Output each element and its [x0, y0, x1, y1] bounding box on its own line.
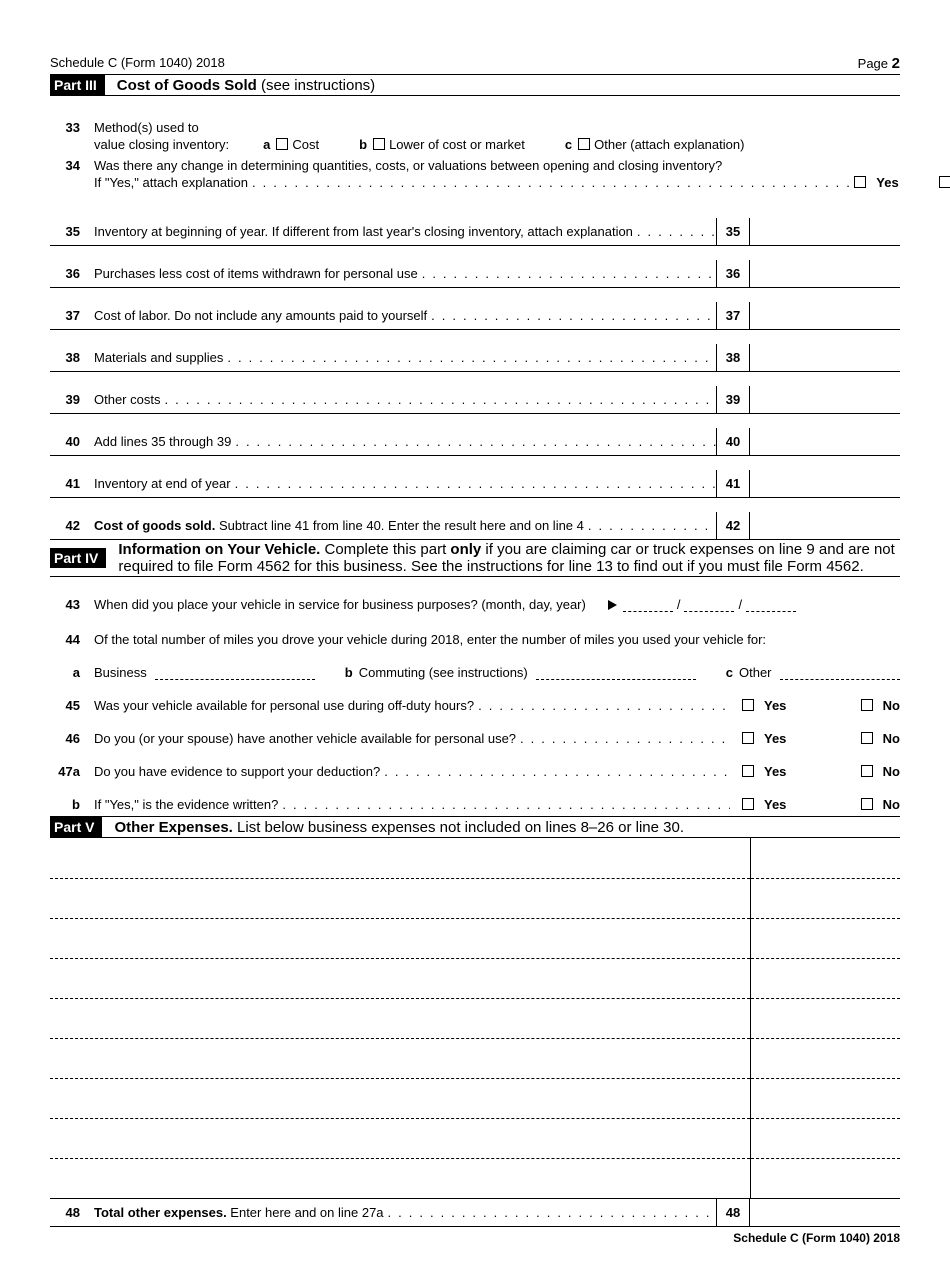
- date-day-input[interactable]: [684, 598, 734, 612]
- arrow-icon: [608, 600, 617, 610]
- expense-desc-3[interactable]: [50, 918, 750, 958]
- checkbox-33a-cost[interactable]: [276, 138, 288, 150]
- line-34-num: 34: [50, 158, 94, 173]
- line-47a: 47aDo you have evidence to support your …: [50, 746, 900, 779]
- expense-desc-7[interactable]: [50, 1078, 750, 1118]
- part-iii-bar: Part III Cost of Goods Sold (see instruc…: [50, 75, 900, 96]
- checkbox-45-no[interactable]: [861, 699, 873, 711]
- line-37: 37Cost of labor. Do not include any amou…: [50, 288, 900, 330]
- miles-commuting-input[interactable]: [536, 666, 696, 680]
- part-iv-tag: Part IV: [50, 548, 106, 568]
- form-title: Schedule C (Form 1040) 2018: [50, 55, 225, 72]
- other-expenses-table: [50, 838, 900, 1199]
- expense-desc-5[interactable]: [50, 998, 750, 1038]
- expense-desc-8[interactable]: [50, 1118, 750, 1158]
- page-header: Schedule C (Form 1040) 2018 Page 2: [50, 55, 900, 75]
- line-b: bIf "Yes," is the evidence written?.....…: [50, 779, 900, 812]
- line-46: 46Do you (or your spouse) have another v…: [50, 713, 900, 746]
- checkbox-34-yes[interactable]: [854, 176, 866, 188]
- line-42: 42Cost of goods sold. Subtract line 41 f…: [50, 498, 900, 539]
- part-v-tag: Part V: [50, 817, 102, 837]
- line-44: 44 Of the total number of miles you drov…: [50, 612, 900, 647]
- expense-amt-7[interactable]: [750, 1078, 900, 1118]
- expense-amt-6[interactable]: [750, 1038, 900, 1078]
- line-34-no: No: [939, 175, 950, 190]
- dots: ........................................…: [248, 175, 854, 190]
- line-39: 39Other costs...........................…: [50, 372, 900, 414]
- part-v-bar: Part V Other Expenses. List below busine…: [50, 816, 900, 838]
- line-33-num: 33: [50, 120, 94, 135]
- part-iii-tag: Part III: [50, 75, 105, 95]
- checkbox-b-no[interactable]: [861, 798, 873, 810]
- line-44-sub: a Business b Commuting (see instructions…: [50, 647, 900, 680]
- checkbox-46-no[interactable]: [861, 732, 873, 744]
- checkbox-45-yes[interactable]: [742, 699, 754, 711]
- expense-amt-9[interactable]: [750, 1158, 900, 1198]
- expense-amt-4[interactable]: [750, 958, 900, 998]
- checkbox-47a-no[interactable]: [861, 765, 873, 777]
- checkbox-b-yes[interactable]: [742, 798, 754, 810]
- part-iv-title: Information on Your Vehicle. Complete th…: [118, 540, 900, 576]
- part-iv-bar: Part IV Information on Your Vehicle. Com…: [50, 539, 900, 577]
- line-41: 41Inventory at end of year..............…: [50, 456, 900, 498]
- expense-desc-4[interactable]: [50, 958, 750, 998]
- line-34: 34 Was there any change in determining q…: [50, 152, 900, 190]
- part-iii-title: Cost of Goods Sold (see instructions): [117, 76, 900, 95]
- checkbox-33b-lower[interactable]: [373, 138, 385, 150]
- miles-business-input[interactable]: [155, 666, 315, 680]
- expense-desc-6[interactable]: [50, 1038, 750, 1078]
- line-48: 48 Total other expenses. Enter here and …: [50, 1199, 900, 1227]
- expense-amt-1[interactable]: [750, 838, 900, 878]
- line-35: 35Inventory at beginning of year. If dif…: [50, 200, 900, 246]
- expense-amt-5[interactable]: [750, 998, 900, 1038]
- expense-desc-1[interactable]: [50, 838, 750, 878]
- line-45: 45Was your vehicle available for persona…: [50, 680, 900, 713]
- page-number: Page 2: [858, 55, 900, 72]
- expense-amt-8[interactable]: [750, 1118, 900, 1158]
- line-38: 38Materials and supplies................…: [50, 330, 900, 372]
- line-36: 36Purchases less cost of items withdrawn…: [50, 246, 900, 288]
- line-43: 43 When did you place your vehicle in se…: [50, 577, 900, 612]
- footer: Schedule C (Form 1040) 2018: [50, 1227, 900, 1245]
- part-v-title: Other Expenses. List below business expe…: [114, 818, 900, 837]
- line-34-yes: Yes: [854, 175, 898, 190]
- date-month-input[interactable]: [623, 598, 673, 612]
- miles-other-input[interactable]: [780, 666, 900, 680]
- line-33: 33 Method(s) used to value closing inven…: [50, 96, 900, 152]
- date-year-input[interactable]: [746, 598, 796, 612]
- expense-amt-2[interactable]: [750, 878, 900, 918]
- expense-amt-3[interactable]: [750, 918, 900, 958]
- checkbox-34-no[interactable]: [939, 176, 950, 188]
- expense-desc-2[interactable]: [50, 878, 750, 918]
- line-33-text: Method(s) used to value closing inventor…: [94, 120, 900, 152]
- dots: ........................................…: [384, 1205, 716, 1220]
- checkbox-33c-other[interactable]: [578, 138, 590, 150]
- expense-desc-9[interactable]: [50, 1158, 750, 1198]
- checkbox-46-yes[interactable]: [742, 732, 754, 744]
- checkbox-47a-yes[interactable]: [742, 765, 754, 777]
- line-40: 40Add lines 35 through 39...............…: [50, 414, 900, 456]
